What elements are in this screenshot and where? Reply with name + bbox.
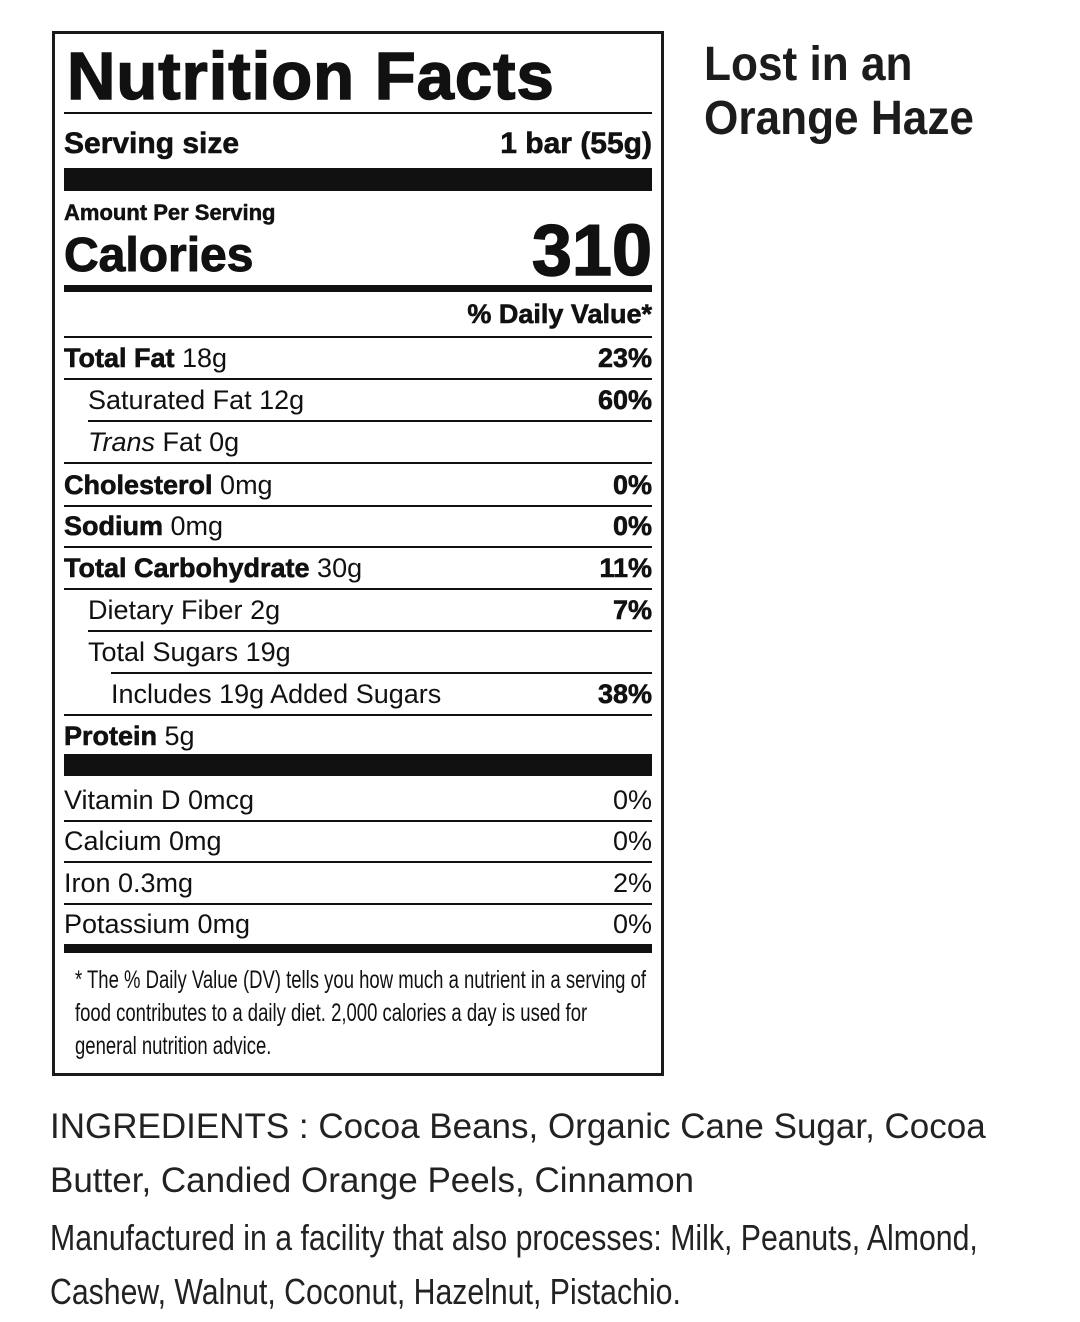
nutrient-label: Total Sugars 19g: [88, 632, 291, 672]
nutrient-name: Trans: [88, 427, 156, 457]
nutrient-amount: 30g: [317, 553, 363, 583]
nutrient-row: Cholesterol 0mg 0%: [64, 465, 653, 505]
calories-value: 310: [531, 210, 653, 292]
nutrient-amount: 0mg: [220, 470, 273, 500]
nutrient-row: Trans Fat 0g: [64, 422, 652, 462]
serving-size-value: 1 bar (55g): [500, 127, 652, 161]
label-title: Nutrition Facts: [66, 38, 555, 115]
serving-size-label: Serving size: [64, 127, 240, 161]
vitamin-name: Potassium 0mg: [64, 909, 251, 939]
divider: [64, 462, 652, 464]
divider: [64, 378, 652, 380]
vitamin-daily-value: 0%: [612, 826, 652, 856]
vitamin-row: Iron 0.3mg 2%: [64, 863, 652, 903]
vitamin-daily-value: 0%: [612, 909, 652, 939]
divider: [64, 505, 652, 507]
vitamin-row: Potassium 0mg 0%: [64, 904, 652, 944]
nutrient-label: Trans Fat 0g: [88, 422, 239, 462]
nutrient-daily-value: 60%: [597, 385, 653, 416]
thick-bar: [64, 754, 652, 776]
divider: [64, 112, 652, 114]
thick-bar: [64, 168, 652, 191]
nutrient-daily-value: 7%: [612, 595, 653, 626]
nutrient-name-suffix: Fat: [162, 427, 202, 457]
vitamin-daily-value: 2%: [612, 868, 652, 898]
nutrient-label: Total Carbohydrate 30g: [64, 548, 362, 588]
nutrient-amount: 5g: [164, 721, 195, 751]
daily-value-header: % Daily Value*: [467, 299, 652, 330]
nutrient-name: Total Sugars: [88, 637, 239, 667]
divider: [64, 714, 652, 716]
nutrient-daily-value: 11%: [599, 553, 652, 584]
allergen-line2: Cashew, Walnut, Coconut, Hazelnut, Pista…: [50, 1271, 681, 1312]
nutrient-amount: 0g: [209, 427, 240, 457]
nutrient-label: Protein 5g: [64, 716, 195, 756]
vitamin-daily-value: 0%: [612, 785, 652, 815]
divider: [88, 630, 652, 632]
nutrient-label: Sodium 0mg: [64, 506, 223, 546]
nutrient-daily-value: 0%: [612, 470, 653, 501]
nutrient-daily-value: 23%: [597, 343, 653, 374]
footnote: * The % Daily Value (DV) tells you how m…: [75, 966, 647, 1060]
divider: [64, 588, 652, 590]
divider: [64, 903, 652, 905]
product-name: Lost in an Orange Haze: [704, 38, 974, 146]
nutrient-name: Protein: [64, 721, 158, 752]
nutrient-name: Total Fat: [64, 343, 175, 374]
nutrient-row: Protein 5g: [64, 716, 652, 756]
ingredients-line2: Butter, Candied Orange Peels, Cinnamon: [50, 1161, 694, 1200]
nutrient-name: Sodium: [64, 511, 164, 542]
product-name-line1: Lost in an: [704, 38, 913, 91]
nutrient-row: Total Fat 18g 23%: [64, 338, 653, 378]
allergen-line1: Manufactured in a facility that also pro…: [50, 1217, 978, 1258]
vitamin-row: Vitamin D 0mcg 0%: [64, 780, 652, 820]
nutrient-name: Includes 19g Added Sugars: [111, 679, 442, 709]
medium-bar: [64, 944, 652, 953]
divider: [64, 820, 652, 822]
calories-label: Calories: [63, 229, 254, 283]
nutrient-amount: 19g: [245, 637, 291, 667]
nutrient-row: Saturated Fat 12g 60%: [64, 380, 652, 420]
nutrient-name: Total Carbohydrate: [64, 553, 310, 584]
nutrient-name: Cholesterol: [64, 470, 213, 501]
medium-bar: [64, 285, 652, 292]
nutrition-facts-label: Nutrition Facts Serving size 1 bar (55g)…: [52, 31, 664, 1076]
vitamin-name: Iron 0.3mg: [64, 868, 194, 898]
vitamin-name: Vitamin D 0mcg: [64, 785, 255, 815]
divider: [64, 861, 652, 863]
nutrient-amount: 2g: [250, 595, 281, 625]
nutrient-daily-value: 38%: [597, 679, 653, 710]
nutrient-row: Total Sugars 19g: [64, 632, 652, 672]
nutrient-row: Includes 19g Added Sugars 38%: [64, 674, 652, 714]
divider: [111, 672, 652, 674]
nutrient-label: Total Fat 18g: [64, 338, 227, 378]
nutrient-label: Dietary Fiber 2g: [88, 590, 280, 630]
nutrient-name: Saturated Fat: [88, 385, 252, 415]
ingredients-line1: INGREDIENTS : Cocoa Beans, Organic Cane …: [50, 1107, 986, 1146]
nutrient-amount: 18g: [182, 343, 228, 373]
divider: [88, 420, 652, 422]
nutrient-label: Includes 19g Added Sugars: [111, 674, 441, 714]
nutrient-amount: 0mg: [170, 511, 224, 541]
nutrient-name: Dietary Fiber: [88, 595, 243, 625]
divider: [64, 336, 652, 338]
nutrient-row: Total Carbohydrate 30g 11%: [64, 548, 653, 588]
nutrient-label: Cholesterol 0mg: [64, 465, 273, 505]
nutrient-amount: 12g: [259, 385, 305, 415]
nutrient-row: Sodium 0mg 0%: [64, 506, 653, 546]
divider: [64, 546, 652, 548]
product-name-line2: Orange Haze: [704, 92, 974, 145]
nutrient-row: Dietary Fiber 2g 7%: [64, 590, 652, 630]
vitamin-row: Calcium 0mg 0%: [64, 821, 652, 861]
serving-size-row: Serving size 1 bar (55g): [64, 124, 653, 164]
amount-per-serving: Amount Per Serving: [64, 200, 276, 226]
vitamin-name: Calcium 0mg: [64, 826, 222, 856]
nutrient-daily-value: 0%: [612, 511, 653, 542]
nutrient-label: Saturated Fat 12g: [88, 380, 304, 420]
